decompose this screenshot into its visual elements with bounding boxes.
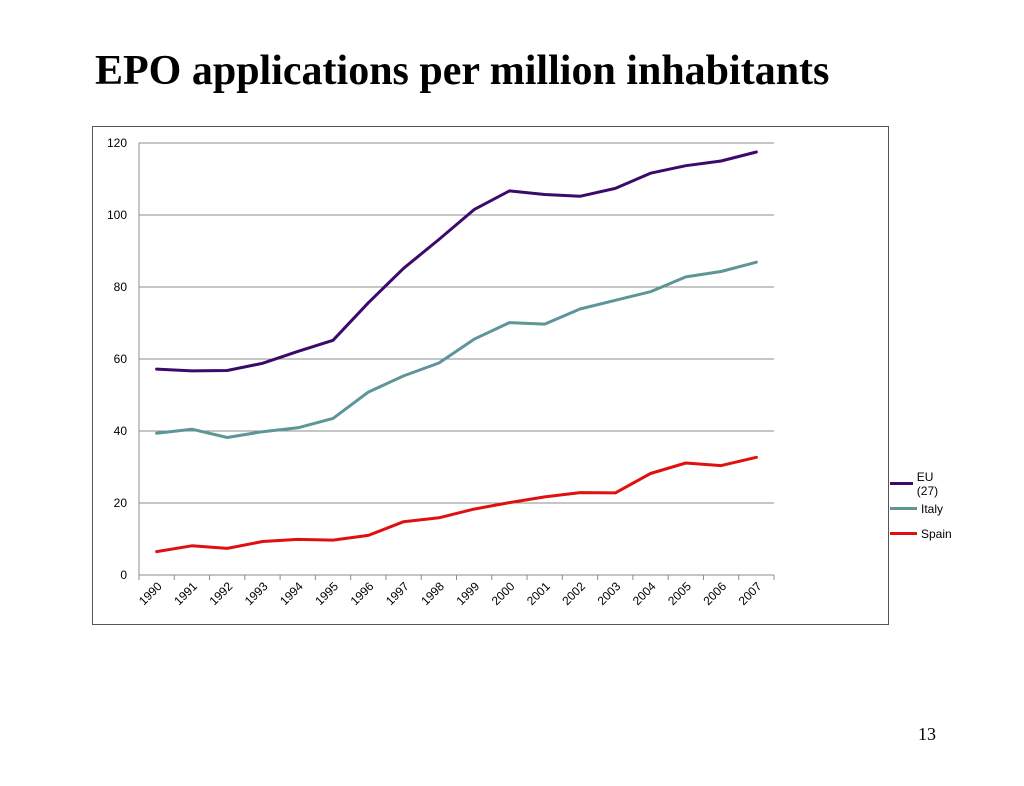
legend-swatch (890, 507, 917, 510)
y-tick-label-100: 100 (107, 208, 127, 222)
y-tick-label-20: 20 (114, 496, 128, 510)
series-line-italy (155, 260, 758, 439)
chart-legend: EU (27) Italy Spain (890, 469, 952, 546)
x-tick-label-1996: 1996 (348, 579, 377, 608)
x-tick-label-2000: 2000 (489, 579, 518, 608)
y-tick-label-80: 80 (114, 280, 128, 294)
x-tick-label-1994: 1994 (277, 579, 306, 608)
legend-swatch (890, 532, 917, 535)
chart-frame: 0 20 40 60 80 100 120 1990 1991 1992 1993 1994 1995 1… (92, 126, 952, 625)
y-tick-label-0: 0 (120, 568, 127, 582)
y-tick-label-60: 60 (114, 352, 128, 366)
x-tick-label-1993: 1993 (242, 579, 271, 608)
x-tick-label-1998: 1998 (418, 579, 447, 608)
legend-label: Spain (921, 526, 952, 541)
series-line-eu-27 (155, 150, 758, 373)
legend-item-spain: Spain (890, 521, 952, 546)
x-tick-label-2002: 2002 (559, 579, 588, 608)
y-tick-label-40: 40 (114, 424, 128, 438)
x-tick-label-1997: 1997 (383, 579, 412, 608)
legend-label: Italy (921, 501, 944, 516)
x-tick-label-2007: 2007 (736, 579, 765, 608)
y-tick-label-120: 120 (107, 136, 127, 150)
legend-item-italy: Italy (890, 496, 952, 521)
x-tick-label-2004: 2004 (630, 579, 659, 608)
x-tick-label-2005: 2005 (665, 579, 694, 608)
page-number: 13 (918, 724, 936, 744)
legend-swatch (890, 482, 913, 485)
x-tick-label-1995: 1995 (312, 579, 341, 608)
legend-item-eu-27: EU (27) (890, 469, 952, 498)
x-tick-label-1999: 1999 (453, 579, 482, 608)
slide-title: EPO applications per million inhabitants (95, 48, 830, 94)
x-tick-label-1992: 1992 (207, 579, 236, 608)
legend-label: EU (27) (916, 469, 939, 498)
x-tick-label-2001: 2001 (524, 579, 553, 608)
x-tick-label-2003: 2003 (595, 579, 624, 608)
x-tick-label-2006: 2006 (700, 579, 729, 608)
x-tick-label-1991: 1991 (171, 579, 200, 608)
series-line-spain (155, 455, 758, 554)
x-tick-label-1990: 1990 (136, 579, 165, 608)
